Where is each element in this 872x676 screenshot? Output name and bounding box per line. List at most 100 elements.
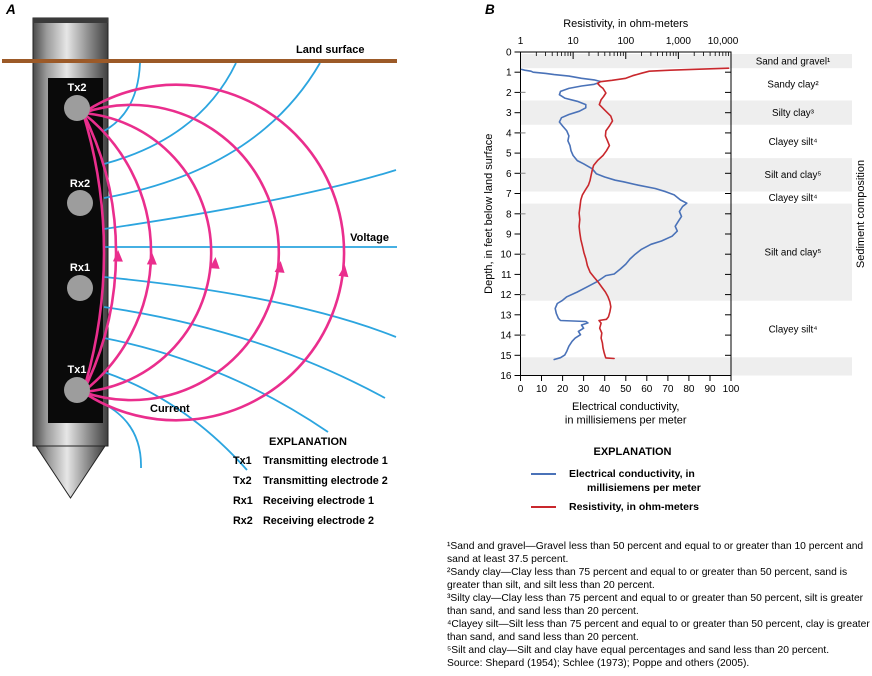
depth-tick-label: 2: [506, 88, 512, 99]
sediment-band-label: Clayey silt⁴: [769, 324, 818, 335]
depth-tick-label: 13: [500, 310, 512, 321]
electrode-tx2: [64, 95, 90, 121]
depth-tick-label: 15: [500, 351, 512, 362]
conductivity-curve: [520, 68, 688, 361]
footnote-4: ⁴Clayey silt—Silt less than 75 percent a…: [447, 619, 870, 643]
voltage-label: Voltage: [350, 232, 389, 244]
top-axis-title: Resistivity, in ohm-meters: [563, 18, 689, 30]
legend-entry-conductivity: Electrical conductivity, in millisiemens…: [531, 468, 791, 495]
depth-tick-label: 8: [506, 209, 512, 220]
bottom-tick-label: 80: [683, 384, 695, 395]
chart-layer: Sand and gravel¹ Sandy clay² Silty clay³ Cl…: [483, 18, 867, 427]
sediment-band: [520, 203, 852, 301]
symbol-tx2: Tx2: [233, 475, 252, 487]
top-tick-label: 1: [518, 36, 524, 47]
explanation-row: Rx2 Receiving electrode 2: [233, 515, 413, 528]
footnote-2: ²Sandy clay—Clay less than 75 percent an…: [447, 567, 848, 591]
electrode-label-tx2: Tx2: [68, 82, 87, 94]
bottom-tick-label: 40: [599, 384, 611, 395]
source-line: Source: Shepard (1954); Schlee (1973); P…: [447, 658, 750, 669]
footnote-3: ³Silty clay—Clay less than 75 percent an…: [447, 593, 864, 617]
bottom-tick-label: 60: [641, 384, 653, 395]
depth-tick-label: 10: [500, 250, 512, 261]
legend-resistivity-line1: Resistivity, in ohm-meters: [569, 501, 699, 513]
conductivity-line-swatch: [531, 473, 556, 475]
explanation-row: Tx1 Transmitting electrode 1: [233, 455, 413, 468]
electrode-label-tx1: Tx1: [68, 364, 87, 376]
resistivity-line-swatch: [531, 506, 556, 508]
panel-a-diagram: Tx2 Rx2 Rx1 Tx1 Land surface Voltage Cur…: [2, 17, 397, 499]
electrode-label-rx1: Rx1: [70, 262, 90, 274]
panel-b-letter: B: [485, 2, 495, 17]
legend-conductivity-line2: millisiemens per meter: [587, 481, 701, 494]
depth-tick-label: 12: [500, 290, 512, 301]
description-tx1: Transmitting electrode 1: [263, 455, 388, 467]
depth-tick-label: 9: [506, 230, 512, 241]
bottom-tick-label: 30: [578, 384, 590, 395]
sediment-band-label: Silt and clay⁵: [765, 170, 822, 181]
electrode-label-rx2: Rx2: [70, 178, 90, 190]
depth-tick-label: 4: [506, 128, 512, 139]
top-tick-label: 100: [617, 36, 634, 47]
bottom-tick-label: 20: [557, 384, 569, 395]
electrode-tx1: [64, 377, 90, 403]
probe-top-cap: [33, 18, 108, 23]
depth-axis-title: Depth, in feet below land surface: [483, 134, 495, 294]
top-tick-label: 10: [568, 36, 580, 47]
explanation-a-title: EXPLANATION: [268, 436, 348, 448]
footnotes: ¹Sand and gravel—Gravel less than 50 per…: [447, 540, 872, 670]
symbol-rx2: Rx2: [233, 515, 253, 527]
panel-a-letter: A: [6, 2, 16, 17]
legend-entry-resistivity: Resistivity, in ohm-meters: [531, 501, 791, 515]
explanation-row: Tx2 Transmitting electrode 2: [233, 475, 413, 488]
bottom-tick-label: 90: [704, 384, 716, 395]
land-surface-label: Land surface: [296, 44, 364, 56]
bottom-axis-title-line1: Electrical conductivity,: [572, 401, 679, 413]
electrode-rx1: [67, 275, 93, 301]
current-label: Current: [150, 403, 190, 415]
bottom-tick-label: 0: [518, 384, 524, 395]
symbol-tx1: Tx1: [233, 455, 252, 467]
resistivity-curve: [578, 67, 730, 360]
sediment-band-label: Sand and gravel¹: [756, 56, 831, 67]
depth-tick-label: 16: [500, 371, 512, 382]
sediment-composition-title: Sediment composition: [855, 160, 867, 268]
current-field-lines: [81, 83, 346, 422]
explanation-row: Rx1 Receiving electrode 1: [233, 495, 413, 508]
depth-tick-label: 1: [506, 68, 512, 79]
bottom-tick-label: 70: [662, 384, 674, 395]
sediment-band-label: Silty clay³: [772, 108, 815, 119]
electrodes: Tx2 Rx2 Rx1 Tx1: [64, 82, 93, 403]
current-arrowheads: [112, 250, 349, 278]
top-tick-label: 10,000: [708, 36, 739, 47]
symbol-rx1: Rx1: [233, 495, 253, 507]
panel-b-chart: Sand and gravel¹ Sandy clay² Silty clay³ Cl…: [483, 18, 867, 427]
depth-tick-label: 3: [506, 108, 512, 119]
panel-a-explanation: EXPLANATION Tx1 Transmitting electrode 1…: [233, 436, 413, 535]
depth-tick-label: 7: [506, 189, 512, 200]
panel-b-legend: Electrical conductivity, in millisiemens…: [531, 468, 791, 521]
bottom-tick-label: 50: [620, 384, 632, 395]
depth-tick-label: 6: [506, 169, 512, 180]
depth-tick-label: 11: [501, 270, 512, 281]
footnote-5: ⁵Silt and clay—Silt and clay have equal …: [447, 645, 830, 656]
footnote-1: ¹Sand and gravel—Gravel less than 50 per…: [447, 541, 864, 565]
bottom-axis-title-line2: in millisiemens per meter: [565, 415, 687, 427]
bottom-tick-label: 10: [536, 384, 548, 395]
depth-tick-label: 5: [506, 149, 512, 160]
description-rx2: Receiving electrode 2: [263, 515, 375, 527]
description-tx2: Transmitting electrode 2: [263, 475, 388, 487]
explanation-b-title: EXPLANATION: [593, 446, 672, 458]
depth-tick-label: 14: [500, 331, 512, 342]
sediment-band-label: Clayey silt⁴: [769, 137, 818, 148]
sediment-band-label: Sandy clay²: [767, 80, 819, 91]
sediment-band-label: Silt and clay⁵: [765, 248, 822, 259]
top-tick-label: 1,000: [666, 36, 691, 47]
electrode-rx2: [67, 190, 93, 216]
legend-conductivity-line1: Electrical conductivity, in: [569, 468, 695, 480]
voltage-field-lines: [103, 62, 397, 471]
probe-tip: [35, 445, 106, 499]
depth-tick-label: 0: [506, 48, 512, 59]
sediment-band: [520, 54, 852, 69]
